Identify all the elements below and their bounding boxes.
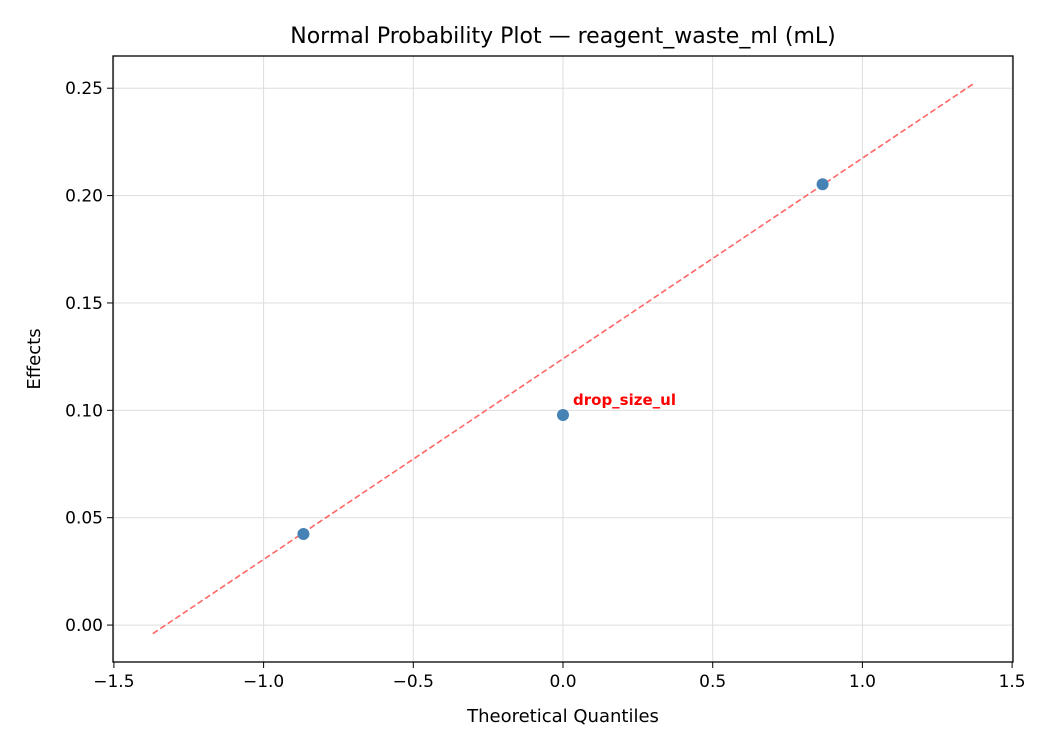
- y-tick-label: 0.00: [65, 616, 103, 636]
- x-tick-label: 1.5: [999, 672, 1026, 692]
- data-point: [816, 178, 829, 191]
- x-tick-label: 1.0: [849, 672, 876, 692]
- reference-line: [152, 83, 974, 635]
- y-axis-label: Effects: [24, 328, 45, 389]
- x-tick-label: 0.0: [549, 672, 576, 692]
- x-tick-label: −0.5: [393, 672, 434, 692]
- data-point: [557, 409, 569, 422]
- data-point: [297, 528, 310, 541]
- y-tick-label: 0.20: [65, 187, 103, 207]
- point-annotation: drop_size_ul: [573, 391, 676, 409]
- plot-frame: [112, 55, 1014, 663]
- x-tick-label: 0.5: [699, 672, 726, 692]
- x-axis-label: Theoretical Quantiles: [466, 706, 659, 727]
- y-tick-label: 0.05: [65, 509, 103, 529]
- y-tick-label: 0.15: [65, 294, 103, 314]
- x-tick-label: −1.0: [243, 672, 284, 692]
- y-tick-label: 0.25: [65, 79, 103, 99]
- x-tick-label: −1.5: [93, 672, 134, 692]
- chart-title: Normal Probability Plot — reagent_waste_…: [290, 24, 835, 49]
- y-tick-label: 0.10: [65, 401, 103, 421]
